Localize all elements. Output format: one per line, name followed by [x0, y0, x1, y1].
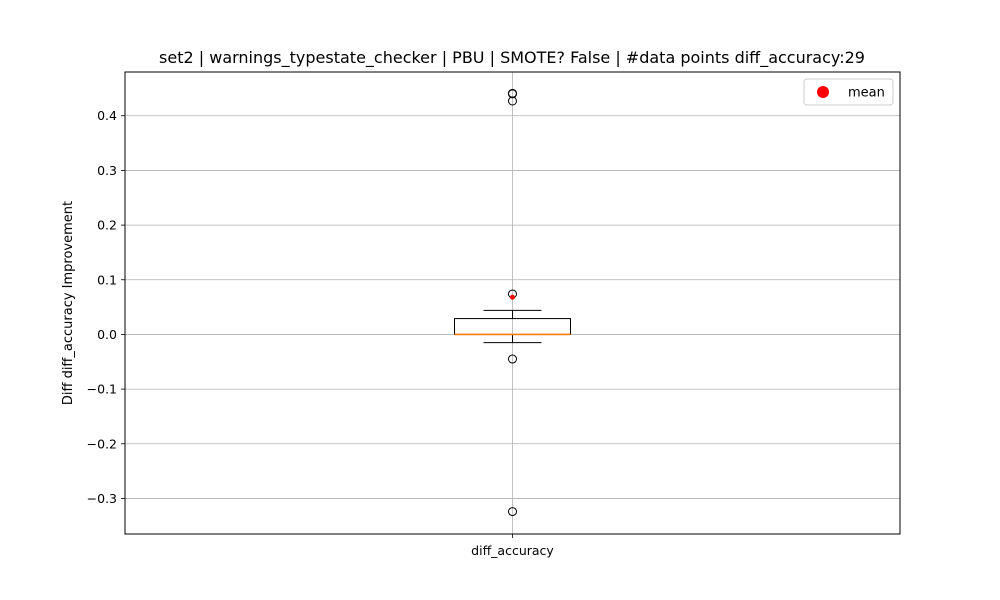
x-axis-ticks: diff_accuracy — [471, 534, 554, 558]
chart-title: set2 | warnings_typestate_checker | PBU … — [159, 48, 865, 68]
legend-mean-label: mean — [848, 86, 885, 101]
grid-lines — [125, 72, 900, 534]
mean-point — [510, 294, 515, 300]
y-tick-label: 0.4 — [97, 108, 117, 123]
y-axis-ticks: −0.3 −0.2 −0.1 0.0 0.1 0.2 0.3 0.4 — [87, 108, 125, 506]
outlier-point — [508, 354, 517, 364]
y-tick-label: −0.1 — [87, 382, 117, 397]
y-tick-label: −0.2 — [87, 436, 117, 451]
y-tick-label: 0.3 — [97, 163, 117, 178]
legend-mean-marker — [817, 86, 829, 98]
y-tick-label: −0.3 — [87, 491, 117, 506]
legend: mean — [803, 78, 894, 106]
x-tick-label: diff_accuracy — [471, 543, 554, 558]
y-tick-label: 0.2 — [97, 218, 117, 233]
legend-frame — [803, 78, 894, 106]
boxplot-group — [454, 88, 571, 517]
outlier-point — [508, 96, 517, 106]
plot-frame — [124, 71, 901, 535]
outlier-point — [508, 507, 517, 517]
y-tick-label: 0.0 — [97, 327, 117, 342]
y-axis-label: Diff diff_accuracy Improvement — [61, 201, 76, 405]
y-tick-label: 0.1 — [97, 272, 117, 287]
